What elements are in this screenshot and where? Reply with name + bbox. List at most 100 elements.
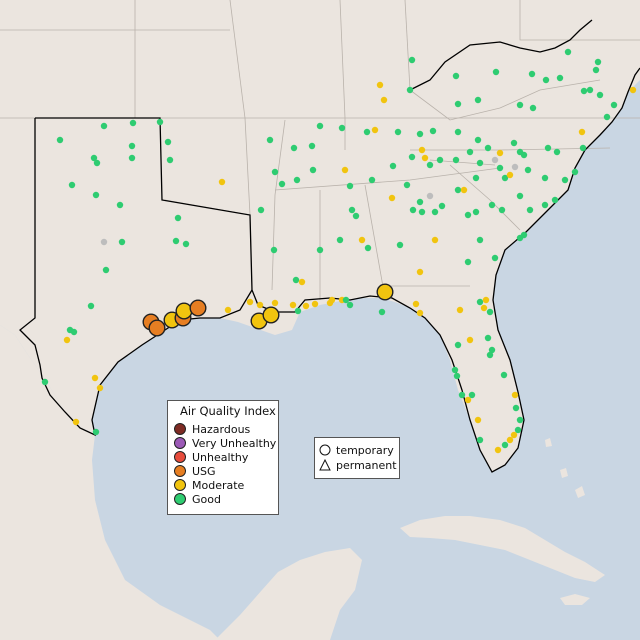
monitor-marker bbox=[348, 206, 356, 214]
monitor-marker bbox=[416, 268, 424, 276]
monitor-marker bbox=[474, 96, 482, 104]
monitor-marker bbox=[289, 301, 297, 309]
monitor-marker bbox=[412, 300, 420, 308]
monitor-marker bbox=[378, 308, 386, 316]
monitor-marker bbox=[128, 142, 136, 150]
monitor-marker bbox=[454, 341, 462, 349]
monitor-marker bbox=[418, 146, 426, 154]
monitor-marker bbox=[70, 328, 78, 336]
monitor-marker bbox=[551, 196, 559, 204]
monitor-marker bbox=[100, 238, 108, 246]
monitor-marker bbox=[453, 372, 461, 380]
monitor-marker bbox=[520, 231, 528, 239]
legend-label-unhealthy: Unhealthy bbox=[192, 450, 249, 464]
monitor-marker bbox=[294, 307, 302, 315]
monitor-marker bbox=[72, 418, 80, 426]
monitor-marker bbox=[56, 136, 64, 144]
monitor-marker bbox=[421, 154, 429, 162]
monitor-marker bbox=[511, 163, 519, 171]
monitor-marker bbox=[302, 302, 310, 310]
monitor-marker bbox=[486, 308, 494, 316]
monitor-marker bbox=[156, 118, 164, 126]
monitor-marker bbox=[63, 336, 71, 344]
good-swatch-icon bbox=[174, 493, 186, 505]
monitor-marker bbox=[426, 161, 434, 169]
monitor-marker bbox=[408, 153, 416, 161]
monitor-marker bbox=[578, 128, 586, 136]
monitor-marker bbox=[488, 346, 496, 354]
monitor-marker bbox=[476, 159, 484, 167]
monitor-marker bbox=[529, 104, 537, 112]
monitor-marker bbox=[426, 192, 434, 200]
monitor-marker bbox=[116, 201, 124, 209]
monitor-marker bbox=[246, 298, 254, 306]
temporary-monitor-marker bbox=[189, 299, 207, 317]
legend-item-very-unhealthy: Very Unhealthy bbox=[174, 436, 276, 450]
mexico-land bbox=[0, 325, 220, 640]
monitor-marker bbox=[346, 182, 354, 190]
monitor-marker bbox=[431, 208, 439, 216]
monitor-marker bbox=[118, 238, 126, 246]
monitor-marker bbox=[454, 186, 462, 194]
monitor-marker bbox=[100, 122, 108, 130]
monitor-marker bbox=[358, 236, 366, 244]
legend-item-hazardous: Hazardous bbox=[174, 422, 250, 436]
monitor-marker bbox=[409, 206, 417, 214]
monitor-marker bbox=[41, 378, 49, 386]
monitor-marker bbox=[172, 237, 180, 245]
monitor-marker bbox=[257, 206, 265, 214]
monitor-marker bbox=[524, 166, 532, 174]
monitor-marker bbox=[496, 164, 504, 172]
monitor-marker bbox=[516, 416, 524, 424]
monitor-marker bbox=[416, 309, 424, 317]
monitor-marker bbox=[494, 446, 502, 454]
very-unhealthy-swatch-icon bbox=[174, 437, 186, 449]
monitor-marker bbox=[174, 214, 182, 222]
monitor-marker bbox=[376, 81, 384, 89]
temporary-monitor-marker bbox=[376, 283, 394, 301]
monitor-marker bbox=[500, 371, 508, 379]
monitor-marker bbox=[342, 296, 350, 304]
monitor-marker bbox=[464, 211, 472, 219]
monitor-marker bbox=[91, 374, 99, 382]
monitor-marker bbox=[516, 192, 524, 200]
monitor-marker bbox=[92, 428, 100, 436]
hazardous-swatch-icon bbox=[174, 423, 186, 435]
monitor-marker bbox=[403, 181, 411, 189]
shape-legend-permanent: permanent bbox=[319, 458, 397, 472]
monitor-marker bbox=[336, 236, 344, 244]
legend-label-hazardous: Hazardous bbox=[192, 422, 251, 436]
circle-icon bbox=[319, 444, 331, 456]
monitor-marker bbox=[579, 144, 587, 152]
monitor-marker bbox=[270, 246, 278, 254]
monitor-marker bbox=[363, 128, 371, 136]
monitor-marker bbox=[476, 298, 484, 306]
monitor-marker bbox=[506, 171, 514, 179]
monitor-marker bbox=[166, 156, 174, 164]
monitor-marker bbox=[482, 296, 490, 304]
monitor-marker bbox=[87, 302, 95, 310]
legend-item-unhealthy: Unhealthy bbox=[174, 450, 248, 464]
monitor-marker bbox=[352, 212, 360, 220]
monitor-marker bbox=[271, 168, 279, 176]
temporary-monitor-marker bbox=[148, 319, 166, 337]
monitor-marker bbox=[346, 301, 354, 309]
monitor-marker bbox=[452, 72, 460, 80]
monitor-marker bbox=[541, 174, 549, 182]
monitor-marker bbox=[309, 166, 317, 174]
monitor-marker bbox=[290, 144, 298, 152]
monitor-marker bbox=[553, 148, 561, 156]
monitor-marker bbox=[182, 240, 190, 248]
monitor-marker bbox=[544, 144, 552, 152]
monitor-marker bbox=[520, 151, 528, 159]
shape-legend-label-temporary: temporary bbox=[336, 443, 394, 457]
monitor-marker bbox=[472, 174, 480, 182]
monitor-marker bbox=[224, 306, 232, 314]
monitor-marker bbox=[596, 91, 604, 99]
monitor-marker bbox=[460, 186, 468, 194]
monitor-marker bbox=[514, 426, 522, 434]
monitor-marker bbox=[484, 144, 492, 152]
monitor-marker bbox=[416, 130, 424, 138]
monitor-marker bbox=[368, 176, 376, 184]
monitor-marker bbox=[486, 351, 494, 359]
